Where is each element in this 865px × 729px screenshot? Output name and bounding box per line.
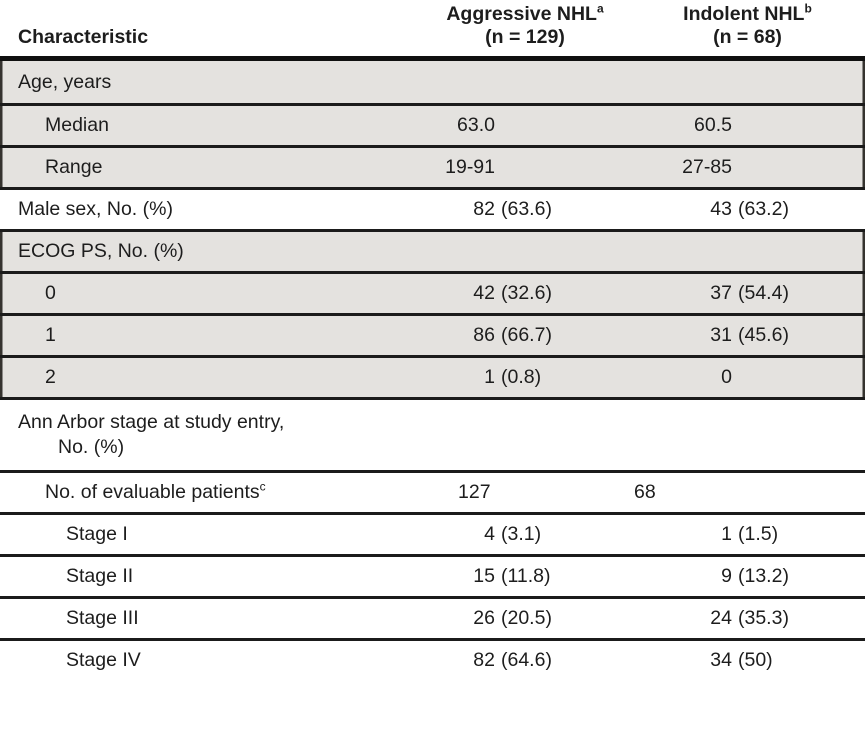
aggressive-title: Aggressive NHL [446, 3, 597, 25]
indolent-n: (n = 68) [713, 26, 782, 48]
footnote-marker-b: b [804, 1, 812, 16]
column-header-characteristic: Characteristic [18, 26, 149, 48]
row-label: Stage I [66, 523, 128, 545]
indolent-value: 60.5 [694, 114, 732, 136]
indolent-value: 34 (50) [710, 649, 773, 671]
aggressive-value: 19-91 [445, 156, 495, 178]
row-label-line2: No. (%) [58, 436, 125, 458]
column-header-aggressive-nhl: Aggressive NHLa (n = 129) [420, 3, 630, 56]
row-label: Stage II [66, 565, 134, 587]
table-row-range: Range 19-91 27-85 [0, 145, 865, 187]
indolent-title: Indolent NHL [683, 3, 805, 25]
table-row-ecog-1: 1 86 (66.7) 31 (45.6) [0, 313, 865, 355]
table-row-ann-arbor-section: Ann Arbor stage at study entry, No. (%) [0, 397, 865, 470]
indolent-value: 68 [634, 481, 656, 503]
table-row-ecog-0: 0 42 (32.6) 37 (54.4) [0, 271, 865, 313]
aggressive-value: 63.0 [457, 114, 495, 136]
column-header-indolent-nhl: Indolent NHLb (n = 68) [630, 3, 865, 56]
table-row-stage-2: Stage II 15 (11.8) 9 (13.2) [0, 554, 865, 596]
aggressive-n: (n = 129) [485, 26, 565, 48]
indolent-value: 9 (13.2) [721, 565, 789, 587]
row-label: No. of evaluable patientsc [45, 479, 266, 504]
aggressive-value: 82 (63.6) [473, 198, 552, 220]
indolent-value: 43 (63.2) [710, 198, 789, 220]
table-row-ecog-section: ECOG PS, No. (%) [0, 229, 865, 271]
aggressive-value: 1 (0.8) [484, 366, 542, 388]
indolent-value: 0 [721, 366, 732, 388]
aggressive-value: 42 (32.6) [473, 282, 552, 304]
table-row-evaluable-patients: No. of evaluable patientsc 127 68 [0, 470, 865, 512]
footnote-marker-a: a [596, 1, 604, 16]
indolent-value: 31 (45.6) [710, 324, 789, 346]
table-row-median: Median 63.0 60.5 [0, 103, 865, 145]
aggressive-value: 82 (64.6) [473, 649, 552, 671]
row-label: 1 [45, 324, 56, 346]
row-label: ECOG PS, No. (%) [18, 240, 184, 262]
row-label: 2 [45, 366, 56, 388]
footnote-marker-c: c [259, 479, 266, 494]
aggressive-value: 15 (11.8) [473, 565, 551, 587]
aggressive-value: 4 (3.1) [484, 523, 542, 545]
table-row-male-sex: Male sex, No. (%) 82 (63.6) 43 (63.2) [0, 187, 865, 229]
aggressive-value: 26 (20.5) [473, 607, 552, 629]
table-row-stage-1: Stage I 4 (3.1) 1 (1.5) [0, 512, 865, 554]
row-label: Stage IV [66, 649, 141, 671]
table-row-stage-3: Stage III 26 (20.5) 24 (35.3) [0, 596, 865, 638]
row-label: 0 [45, 282, 56, 304]
indolent-value: 37 (54.4) [710, 282, 789, 304]
aggressive-value: 86 (66.7) [473, 324, 552, 346]
indolent-value: 1 (1.5) [721, 523, 779, 545]
table-row-stage-4: Stage IV 82 (64.6) 34 (50) [0, 638, 865, 680]
table-header-row: Characteristic Aggressive NHLa (n = 129)… [0, 0, 865, 61]
row-label: Male sex, No. (%) [18, 198, 173, 220]
row-label: Ann Arbor stage at study entry, No. (%) [0, 410, 420, 460]
row-label: Median [45, 114, 109, 136]
indolent-value: 27-85 [682, 156, 732, 178]
table-row-age-section: Age, years [0, 61, 865, 103]
patient-characteristics-table: Characteristic Aggressive NHLa (n = 129)… [0, 0, 865, 680]
row-label: Stage III [66, 607, 139, 629]
table-row-ecog-2: 2 1 (0.8) 0 [0, 355, 865, 397]
aggressive-value: 127 [458, 481, 491, 503]
row-label: Age, years [18, 70, 112, 93]
indolent-value: 24 (35.3) [710, 607, 789, 629]
row-label: Range [45, 156, 103, 178]
